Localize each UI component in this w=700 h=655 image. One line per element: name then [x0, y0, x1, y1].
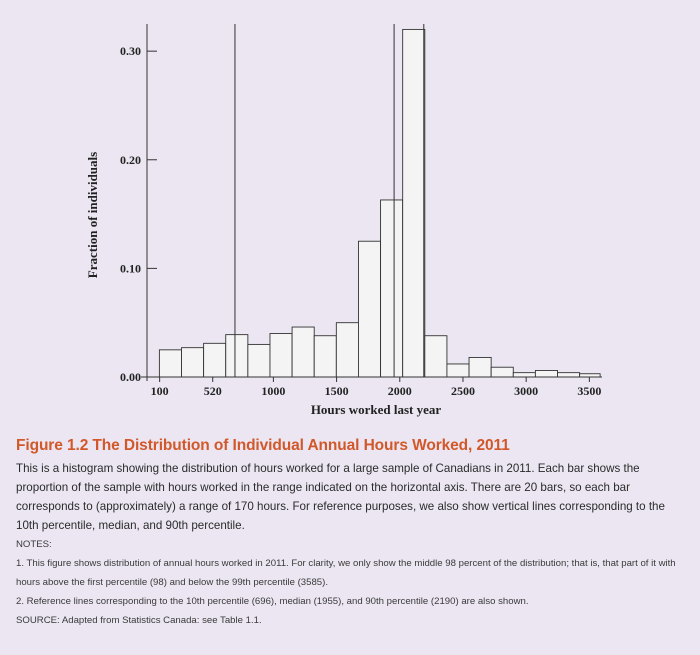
histogram-bar — [313, 335, 337, 378]
caption-title: Figure 1.2 The Distribution of Individua… — [16, 437, 510, 454]
bars-layer — [158, 28, 601, 378]
histogram-bar — [402, 28, 426, 378]
y-tick-label: 0.20 — [120, 153, 141, 167]
histogram-bar — [468, 356, 492, 378]
histogram-bar — [557, 372, 581, 378]
source-note: SOURCE: Adapted from Statistics Canada: … — [16, 615, 262, 626]
reference-lines-layer — [234, 24, 425, 377]
histogram-bar — [380, 199, 404, 378]
histogram-bar — [291, 326, 315, 378]
x-tick-label: 1500 — [325, 384, 349, 398]
histogram-bar — [247, 343, 271, 378]
histogram-bar — [512, 372, 536, 378]
x-axis-label: Hours worked last year — [311, 402, 442, 417]
histogram-bar — [203, 342, 227, 378]
axes-layer: 0.00 0.10 0.20 0.30 100 520 1000 1500 2000 2500 30… — [120, 24, 602, 398]
x-tick-label: 2000 — [388, 384, 412, 398]
notes-heading: NOTES: — [16, 539, 52, 550]
histogram-chart: 0.00 0.10 0.20 0.30 100 520 1000 1500 2000 2500 30… — [85, 24, 602, 417]
histogram-bar — [534, 370, 558, 378]
histogram-bar — [490, 366, 514, 378]
note-2: 2. Reference lines corresponding to the … — [16, 596, 529, 607]
figure-caption: Figure 1.2 The Distribution of Individua… — [16, 437, 688, 630]
x-tick-label: 2500 — [451, 384, 475, 398]
y-tick-label: 0.30 — [120, 44, 141, 58]
histogram-bar — [181, 347, 205, 378]
y-axis-label: Fraction of individuals — [85, 152, 100, 278]
histogram-bar — [158, 349, 182, 378]
x-tick-label: 520 — [204, 384, 222, 398]
y-tick-label: 0.10 — [120, 261, 141, 275]
histogram-bar — [446, 363, 470, 378]
y-tick-label: 0.00 — [120, 370, 141, 384]
histogram-bar — [225, 334, 249, 378]
caption-body: This is a histogram showing the distribu… — [16, 462, 665, 532]
histogram-bar — [335, 322, 359, 378]
x-tick-label: 100 — [151, 384, 169, 398]
x-tick-label: 3500 — [577, 384, 601, 398]
histogram-bar — [357, 240, 382, 378]
x-tick-label: 1000 — [261, 384, 285, 398]
x-tick-label: 3000 — [514, 384, 538, 398]
histogram-bar — [424, 335, 448, 378]
histogram-bar — [269, 333, 293, 378]
note-1: 1. This figure shows distribution of ann… — [16, 558, 676, 588]
